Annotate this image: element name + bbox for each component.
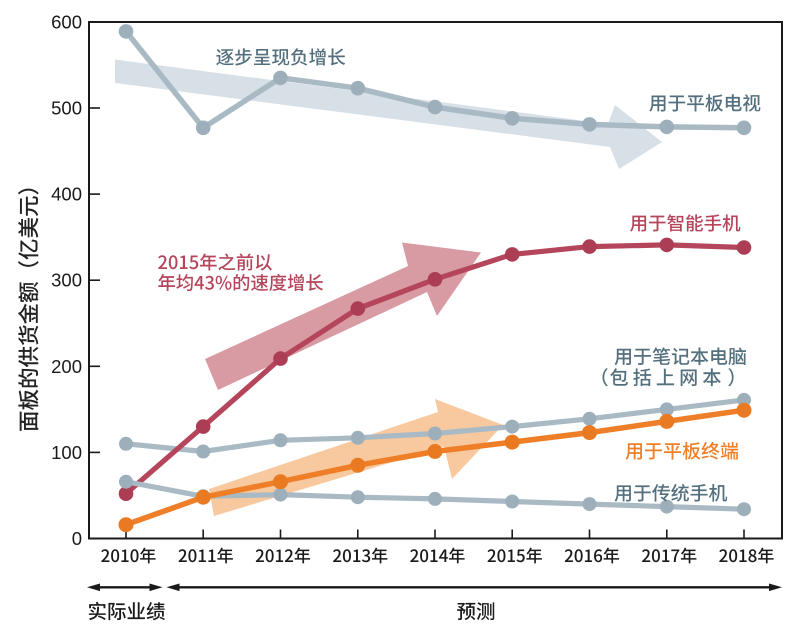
svg-text:600: 600 <box>51 11 82 32</box>
svg-text:300: 300 <box>51 270 82 291</box>
svg-text:200: 200 <box>51 356 82 377</box>
svg-text:0: 0 <box>72 528 82 549</box>
svg-text:100: 100 <box>51 442 82 463</box>
svg-text:400: 400 <box>51 184 82 205</box>
svg-text:500: 500 <box>51 98 82 119</box>
